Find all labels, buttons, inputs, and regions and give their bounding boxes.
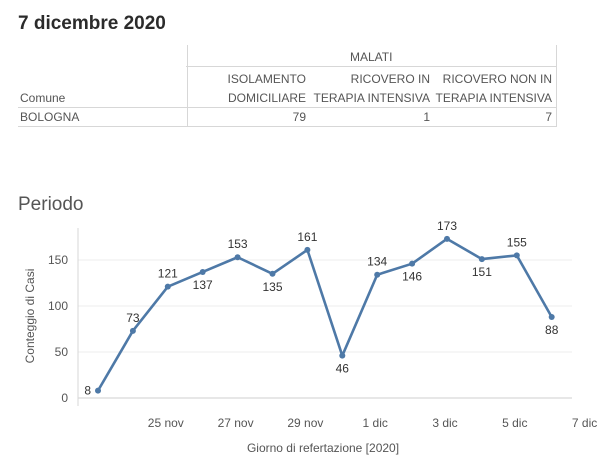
section-title: Periodo: [18, 194, 84, 215]
data-point: [444, 235, 450, 242]
cell-terapia-intensiva: 1: [423, 110, 430, 124]
data-label: 135: [262, 280, 282, 294]
x-axis-title: Giorno di refertazione [2020]: [247, 441, 399, 455]
y-tick-label: 150: [48, 253, 68, 267]
column-header-line1: RICOVERO IN: [350, 72, 430, 86]
data-point: [199, 268, 206, 275]
data-label: 155: [507, 235, 527, 249]
column-header-isolamento: ISOLAMENTO DOMICILIARE: [228, 70, 306, 108]
data-point: [129, 327, 136, 334]
data-point: [548, 314, 555, 321]
column-header-line1: ISOLAMENTO: [227, 72, 306, 86]
data-label: 8: [84, 384, 91, 398]
x-tick-label: 5 dic: [502, 416, 527, 430]
data-label: 161: [297, 230, 317, 244]
series-line: [96, 237, 554, 392]
data-point: [409, 260, 416, 267]
row-header-comune: Comune: [20, 91, 66, 105]
y-axis-title: Conteggio di Casi: [23, 269, 37, 364]
summary-table: MALATI ISOLAMENTO DOMICILIARE RICOVERO I…: [0, 0, 598, 140]
data-label: 121: [158, 267, 178, 281]
data-point: [269, 270, 276, 277]
y-tick-label: 100: [48, 299, 68, 313]
x-tick-label: 3 dic: [432, 416, 457, 430]
data-label: 146: [402, 270, 422, 284]
cell-non-terapia-intensiva: 7: [545, 110, 552, 124]
column-header-line2: TERAPIA INTENSIVA: [313, 91, 430, 105]
data-point: [478, 256, 485, 263]
data-point: [234, 254, 241, 261]
x-tick-label: 29 nov: [287, 416, 323, 430]
data-point: [164, 283, 171, 290]
row-label-bologna: BOLOGNA: [20, 110, 80, 124]
y-tick-label: 0: [61, 391, 68, 405]
column-header-terapia-intensiva: RICOVERO IN TERAPIA INTENSIVA: [314, 70, 430, 108]
data-label: 137: [193, 278, 213, 292]
x-tick-label: 27 nov: [218, 416, 254, 430]
group-header-malati: MALATI: [350, 50, 393, 64]
y-tick-label: 50: [55, 345, 69, 359]
cell-isolamento: 79: [292, 110, 306, 124]
data-label: 151: [472, 265, 492, 279]
data-label: 173: [437, 219, 457, 233]
data-point: [339, 352, 346, 359]
column-header-non-terapia-intensiva: RICOVERO NON IN TERAPIA INTENSIVA: [436, 70, 552, 108]
x-tick-label: 25 nov: [148, 416, 184, 430]
data-label: 88: [545, 323, 559, 337]
x-tick-label: 1 dic: [363, 416, 388, 430]
data-point: [304, 246, 311, 253]
data-label: 73: [126, 311, 140, 325]
x-tick-label: 7 dic: [572, 416, 597, 430]
page-title: 7 dicembre 2020: [18, 13, 166, 34]
data-label: 134: [367, 255, 387, 269]
data-point: [513, 252, 520, 259]
column-header-line2: TERAPIA INTENSIVA: [435, 91, 552, 105]
column-header-line2: DOMICILIARE: [227, 91, 306, 105]
data-label: 153: [228, 237, 248, 251]
data-label: 46: [336, 362, 350, 376]
data-point: [374, 271, 381, 278]
data-point: [95, 387, 101, 394]
column-header-line1: RICOVERO NON IN: [442, 72, 552, 86]
